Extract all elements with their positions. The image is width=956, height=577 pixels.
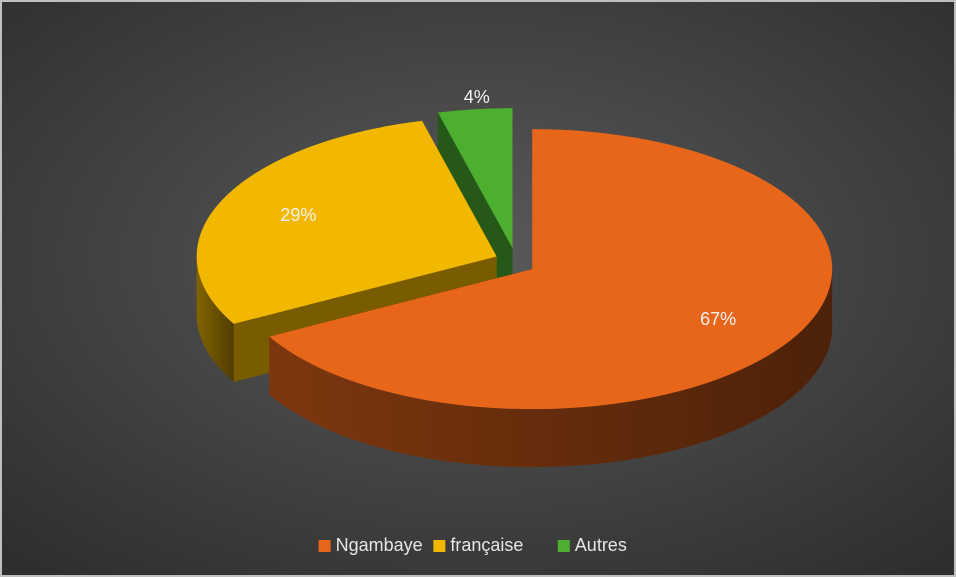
legend-label: Autres [575, 535, 627, 555]
legend-swatch [433, 540, 446, 552]
slice [269, 129, 833, 468]
legend-label: Ngambaye [336, 535, 423, 555]
legend-swatch [318, 540, 331, 552]
slice-side-shade [269, 269, 833, 468]
legend-swatch [557, 540, 570, 552]
slice-side-shade [196, 256, 234, 382]
legend-label: française [450, 535, 523, 555]
data-label: 29% [280, 205, 316, 225]
slice-top [196, 120, 497, 324]
data-label: 4% [464, 87, 490, 107]
data-label: 67% [700, 309, 736, 329]
slice-top [437, 108, 513, 249]
slice-top [269, 129, 833, 410]
